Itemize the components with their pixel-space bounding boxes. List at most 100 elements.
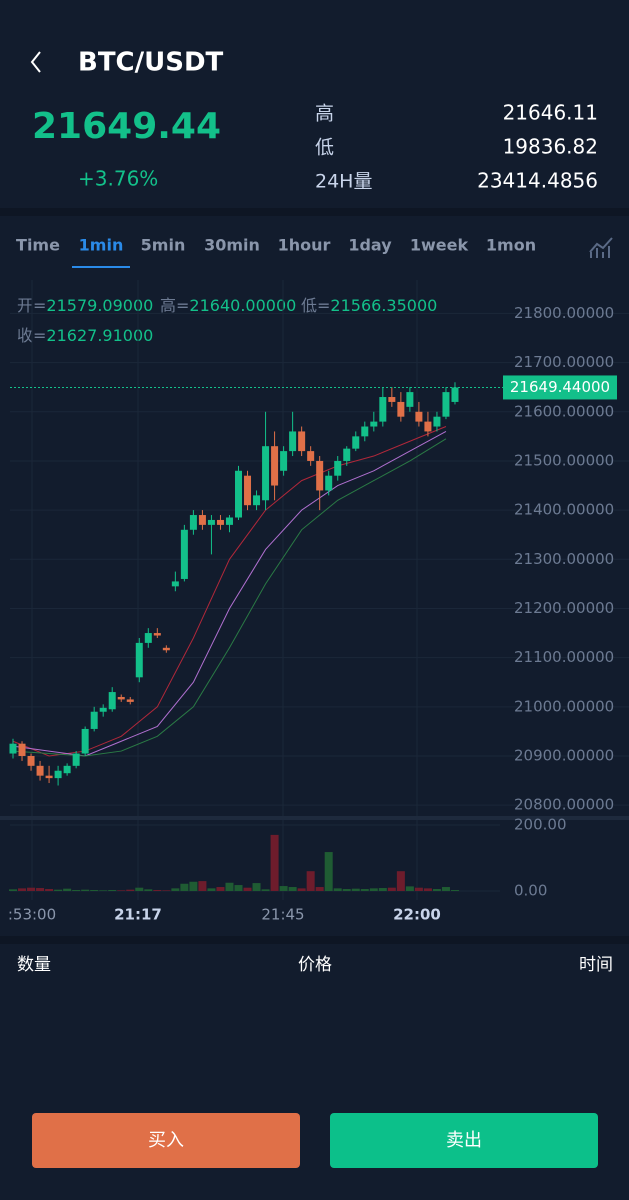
tab[interactable]: Time [16, 236, 60, 255]
candle-body [307, 451, 315, 461]
volume-bar [126, 889, 135, 891]
candle-body [198, 515, 206, 525]
volume-bar [333, 888, 342, 891]
y-tick-label: 20900.00000 [514, 746, 614, 764]
volume-bar [243, 887, 252, 891]
ohlc-value: 21627.91000 [46, 326, 153, 345]
candle-body [135, 642, 143, 678]
candle-body [316, 460, 324, 491]
stat-value: 23414.4856 [477, 169, 598, 193]
candle-body [433, 416, 441, 427]
ohlc-info: 高=21640.00000 [160, 296, 296, 315]
price: 21649.44 [32, 106, 221, 147]
volume-bar [198, 881, 207, 891]
candle-body [289, 431, 297, 452]
volume-tick-label: 0.00 [514, 882, 547, 900]
change: +3.76% [78, 167, 158, 191]
ohlc-label: 低= [301, 296, 330, 315]
tab[interactable]: 5min [141, 236, 186, 255]
volume-bar [450, 890, 459, 891]
candle-body [27, 755, 35, 766]
candle-body [45, 775, 53, 779]
candle-body [117, 696, 125, 700]
stat-label: 高 [315, 103, 334, 125]
candle-body [397, 401, 405, 417]
volume-bar [117, 890, 126, 891]
volume-bar [63, 888, 72, 891]
buy-label: 买入 [148, 1130, 184, 1151]
volume-bar [405, 886, 414, 891]
buy-button[interactable] [32, 1113, 300, 1168]
volume-bar [432, 889, 441, 891]
candle-body [63, 765, 71, 774]
y-tick-label: 21700.00000 [514, 353, 614, 371]
candle-body [415, 411, 423, 422]
y-tick-label: 21400.00000 [514, 501, 614, 519]
chart-icon[interactable] [589, 237, 613, 258]
volume-bar [360, 889, 369, 891]
stat-value: 21646.11 [503, 101, 598, 125]
candle-body [189, 515, 197, 530]
volume-bar [81, 889, 90, 891]
volume-bar [54, 889, 63, 891]
y-tick-label: 21800.00000 [514, 304, 614, 322]
candle-body [352, 436, 360, 449]
candle-body [18, 743, 26, 756]
y-tick-label: 21100.00000 [514, 648, 614, 666]
candle-body [406, 392, 414, 407]
volume-bar [9, 889, 17, 891]
candle-body [334, 460, 342, 476]
volume-bar [189, 881, 198, 891]
stat-label: 24H量 [315, 171, 372, 193]
x-tick-label: 21:17 [114, 906, 162, 924]
volume-bar [153, 890, 162, 891]
volume-bar [396, 871, 405, 891]
volume-bar [369, 888, 378, 891]
back-button[interactable] [30, 51, 41, 73]
volume-bar [387, 887, 396, 891]
volume-bar [306, 871, 315, 891]
volume-bar [423, 888, 432, 891]
candle-body [225, 517, 233, 525]
candle-body [235, 470, 242, 518]
volume-bar [45, 889, 54, 891]
pair: BTC/USDT [78, 48, 224, 78]
volume-bar [234, 885, 243, 891]
candle-body [36, 765, 44, 776]
ohlc-value: 21566.35000 [330, 296, 437, 315]
volume-bar [36, 888, 45, 891]
volume-bar [297, 888, 306, 891]
candle-body [370, 421, 378, 427]
candle-body [144, 633, 152, 643]
tab[interactable]: 30min [204, 236, 260, 255]
ohlc-value: 21640.00000 [189, 296, 296, 315]
volume-tick-label: 200.00 [514, 816, 567, 834]
tab[interactable]: 1hour [278, 236, 331, 255]
candle-body [171, 581, 179, 587]
candle-body [216, 519, 224, 525]
candle-body [207, 519, 215, 525]
candle-body [9, 743, 17, 754]
tab[interactable]: 1day [348, 236, 392, 255]
candle-body [451, 387, 459, 402]
ohlc-info: 开=21579.09000 [17, 296, 153, 315]
volume-bar [27, 887, 36, 891]
stat-label: 低 [315, 137, 334, 159]
x-tick-label: :53:00 [8, 906, 56, 924]
candle-body [81, 728, 89, 754]
candle-body [253, 495, 261, 506]
volume-bar [288, 887, 297, 891]
volume-bar [108, 890, 117, 891]
tab[interactable]: 1min [79, 236, 124, 255]
volume-bar [99, 890, 108, 891]
ohlc-value: 21579.09000 [46, 296, 153, 315]
tab[interactable]: 1week [410, 236, 469, 255]
y-tick-label: 21500.00000 [514, 451, 614, 469]
x-tick-label: 21:45 [261, 906, 304, 924]
last-price-label: 21649.44000 [510, 378, 610, 396]
candle-body [271, 446, 279, 486]
tab[interactable]: 1mon [486, 236, 536, 255]
sell-button[interactable] [330, 1113, 598, 1168]
volume-bar [171, 888, 180, 891]
